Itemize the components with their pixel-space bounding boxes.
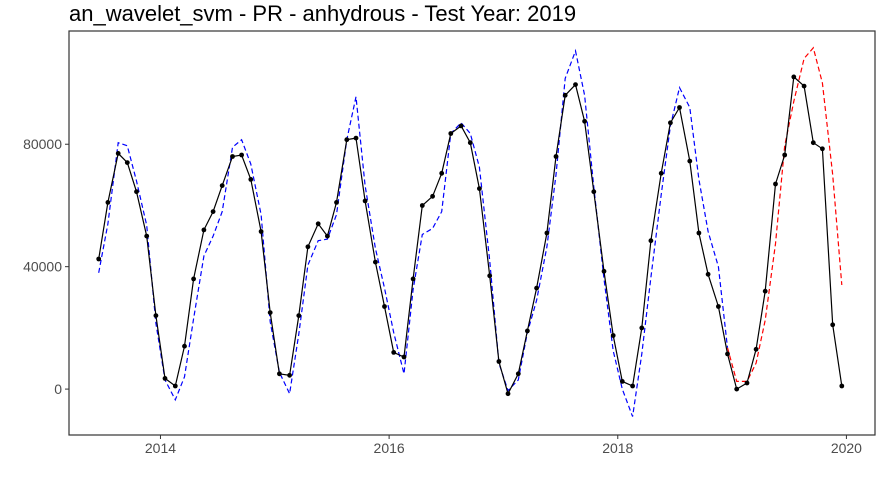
- data-point-actual: [182, 343, 187, 349]
- x-tick-label: 2016: [374, 440, 405, 456]
- series-line-forecast: [726, 46, 843, 382]
- data-point-actual: [410, 276, 416, 282]
- data-point-actual: [296, 313, 302, 318]
- data-point-actual: [344, 137, 350, 143]
- data-point-actual: [753, 346, 759, 352]
- data-point-actual: [172, 383, 178, 389]
- data-point-actual: [353, 135, 359, 141]
- data-point-actual: [382, 304, 387, 309]
- data-point-actual: [668, 120, 673, 126]
- data-point-actual: [716, 304, 721, 309]
- data-point-actual: [505, 391, 511, 397]
- data-point-actual: [725, 351, 730, 357]
- data-point-actual: [477, 186, 482, 192]
- data-point-actual: [562, 92, 568, 98]
- data-point-actual: [219, 183, 225, 189]
- data-point-actual: [419, 203, 425, 208]
- data-point-actual: [534, 285, 539, 291]
- data-point-actual: [687, 158, 693, 164]
- data-point-actual: [705, 271, 711, 277]
- data-point-actual: [448, 131, 454, 136]
- data-point-actual: [639, 325, 645, 331]
- data-point-actual: [573, 82, 578, 87]
- data-point-actual: [391, 350, 397, 355]
- data-point-actual: [696, 230, 702, 236]
- data-point-actual: [401, 354, 407, 360]
- data-point-actual: [153, 313, 159, 318]
- data-point-actual: [134, 189, 139, 195]
- data-point-actual: [315, 221, 321, 227]
- data-point-actual: [515, 371, 521, 377]
- data-point-actual: [277, 371, 282, 377]
- data-point-actual: [544, 230, 550, 236]
- data-point-actual: [124, 160, 130, 166]
- data-layer: [96, 46, 845, 417]
- data-point-actual: [305, 244, 311, 250]
- data-point-actual: [258, 229, 264, 234]
- data-point-actual: [458, 123, 464, 129]
- data-point-actual: [162, 376, 168, 381]
- panel-border: [68, 30, 876, 436]
- data-point-actual: [373, 259, 378, 265]
- data-point-actual: [96, 256, 102, 262]
- data-point-actual: [210, 209, 216, 215]
- data-point-actual: [430, 193, 435, 199]
- data-point-actual: [773, 181, 778, 187]
- data-point-actual: [782, 152, 788, 158]
- data-point-actual: [820, 146, 825, 152]
- data-point-actual: [191, 276, 197, 282]
- data-point-actual: [762, 288, 768, 294]
- data-point-actual: [487, 273, 493, 279]
- data-point-actual: [734, 386, 740, 392]
- data-point-actual: [230, 154, 235, 159]
- series-line-actual: [98, 75, 843, 396]
- y-tick-label: 40000: [23, 259, 62, 275]
- series-line-fitted: [98, 48, 729, 417]
- chart-title: an_wavelet_svm - PR - anhydrous - Test Y…: [69, 1, 576, 26]
- x-tick-label: 2014: [145, 440, 176, 456]
- data-point-actual: [525, 328, 530, 334]
- data-point-actual: [325, 233, 330, 239]
- data-point-actual: [439, 170, 445, 176]
- data-point-actual: [658, 170, 664, 176]
- data-point-actual: [601, 268, 607, 274]
- x-tick-label: 2018: [602, 440, 633, 456]
- data-point-actual: [591, 189, 597, 195]
- data-point-actual: [648, 238, 654, 244]
- data-point-actual: [791, 74, 797, 80]
- data-point-actual: [115, 151, 121, 156]
- data-point-actual: [201, 227, 207, 233]
- data-point-actual: [496, 359, 502, 364]
- data-point-actual: [239, 152, 245, 158]
- y-tick-label: 0: [54, 381, 62, 397]
- axes: 2014 2016 2018 2020 0 40000 80000: [23, 30, 876, 456]
- x-tick-label: 2020: [831, 440, 862, 456]
- data-point-actual: [619, 379, 625, 384]
- y-tick-label: 80000: [23, 136, 62, 152]
- data-point-actual: [334, 200, 339, 205]
- data-point-actual: [610, 333, 616, 338]
- data-point-actual: [105, 200, 111, 205]
- data-point-actual: [467, 140, 473, 146]
- data-point-actual: [248, 177, 254, 182]
- data-point-actual: [801, 83, 807, 89]
- plot-area: [96, 46, 845, 417]
- data-point-actual: [810, 140, 816, 146]
- data-point-actual: [144, 233, 150, 239]
- data-point-actual: [582, 118, 587, 124]
- data-point-actual: [630, 383, 635, 389]
- data-point-actual: [677, 105, 682, 110]
- data-point-actual: [267, 310, 273, 315]
- data-point-actual: [839, 383, 845, 389]
- data-point-actual: [553, 154, 559, 159]
- data-point-actual: [744, 380, 750, 386]
- data-point-actual: [287, 372, 292, 378]
- data-point-actual: [362, 198, 368, 204]
- data-point-actual: [830, 322, 836, 328]
